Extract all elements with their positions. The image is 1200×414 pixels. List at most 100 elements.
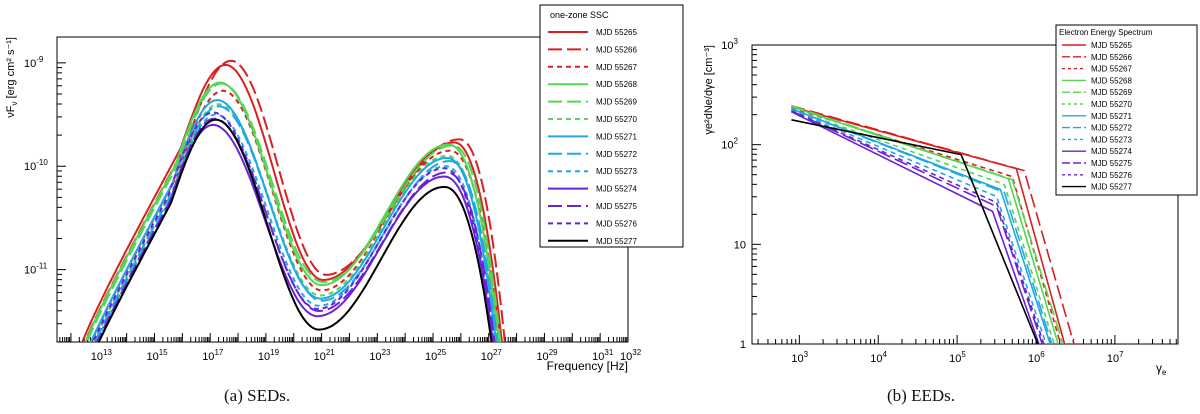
eed-x-axis-label: γe xyxy=(1156,361,1167,377)
sed-legend-label: MJD 55273 xyxy=(596,167,637,176)
eed-x-label-sub: e xyxy=(1162,368,1167,377)
sed-series-line-1 xyxy=(83,59,506,342)
y-label-main: νF xyxy=(5,105,17,118)
x-tick-label: 1029 xyxy=(536,348,558,363)
caption-b: (b) EEDs. xyxy=(887,386,955,405)
y-tick-label: 10-10 xyxy=(24,158,48,173)
x-tick-base: 10 xyxy=(425,351,437,363)
eed-x-tick-exp: 3 xyxy=(804,350,809,359)
sed-legend-label: MJD 55275 xyxy=(596,202,637,211)
eed-y-tick-base: 10 xyxy=(721,40,733,52)
sed-legend-label: MJD 55266 xyxy=(596,45,637,54)
sed-series-line-8 xyxy=(95,113,496,342)
x-tick-label: 1015 xyxy=(146,348,168,363)
eed-legend-label: MJD 55277 xyxy=(1091,183,1132,192)
eed-legend-title: Electron Energy Spectrum xyxy=(1059,28,1153,37)
x-tick-label: 1027 xyxy=(481,348,503,363)
eed-y-tick-label: 10 xyxy=(734,239,746,251)
x-tick-label: 1013 xyxy=(91,348,113,363)
x-tick-base: 10 xyxy=(91,351,103,363)
eed-legend-label: MJD 55272 xyxy=(1091,124,1132,133)
x-tick-base: 10 xyxy=(481,351,493,363)
x-tick-label: 1032 xyxy=(620,348,642,363)
eed-y-axis-label: γe²dNe/dγe [cm⁻³] xyxy=(703,45,715,135)
sed-series-line-10 xyxy=(95,117,496,342)
eed-series-line-8 xyxy=(791,109,1047,344)
y-tick-base: 10 xyxy=(24,58,36,70)
sed-x-axis-label: Frequency [Hz] xyxy=(547,359,628,373)
eed-legend-label: MJD 55275 xyxy=(1091,159,1132,168)
x-tick-label: 1021 xyxy=(314,348,336,363)
y-tick-label: 10-9 xyxy=(24,55,44,70)
sed-series-line-7 xyxy=(93,105,499,342)
sed-legend-label: MJD 55268 xyxy=(596,80,637,89)
x-tick-exp: 25 xyxy=(437,348,446,357)
eed-series-group xyxy=(791,105,1075,344)
eed-x-tick-base: 10 xyxy=(1028,353,1040,365)
eed-x-tick-base: 10 xyxy=(791,353,803,365)
sed-y-axis-label: νFν [erg cm² s⁻¹] xyxy=(5,37,19,118)
eed-series-line-1 xyxy=(791,105,1075,344)
eed-x-tick-base: 10 xyxy=(870,353,882,365)
y-tick-base: 10 xyxy=(24,161,36,173)
eed-x-tick-exp: 7 xyxy=(1119,350,1124,359)
sed-legend-label: MJD 55267 xyxy=(596,63,637,72)
y-tick-exp: -11 xyxy=(36,262,48,271)
x-tick-exp: 29 xyxy=(549,348,558,357)
eed-x-tick-label: 106 xyxy=(1028,350,1045,365)
x-tick-exp: 32 xyxy=(632,348,641,357)
y-tick-exp: -10 xyxy=(36,158,48,167)
sed-series-line-0 xyxy=(81,63,503,342)
eed-y-tick-label: 102 xyxy=(721,137,738,152)
eed-legend-label: MJD 55276 xyxy=(1091,171,1132,180)
eed-series-line-10 xyxy=(791,110,1044,344)
x-tick-exp: 31 xyxy=(604,348,613,357)
y-tick-label: 10-11 xyxy=(24,262,48,277)
eed-y-tick-label: 1 xyxy=(740,339,746,351)
x-tick-base: 10 xyxy=(314,351,326,363)
eed-y-tick-base: 10 xyxy=(734,239,746,251)
x-tick-base: 10 xyxy=(202,351,214,363)
sed-legend-label: MJD 55265 xyxy=(596,28,637,37)
x-tick-label: 1017 xyxy=(202,348,224,363)
eed-x-tick-exp: 5 xyxy=(961,350,966,359)
sed-legend-title: one-zone SSC xyxy=(550,10,609,20)
x-tick-exp: 21 xyxy=(326,348,335,357)
eed-series-line-6 xyxy=(791,108,1052,344)
sed-legend-label: MJD 55274 xyxy=(596,185,637,194)
eed-x-label-main: γ xyxy=(1156,361,1162,375)
sed-legend-label: MJD 55272 xyxy=(596,150,637,159)
eed-x-tick-label: 104 xyxy=(870,350,887,365)
x-tick-base: 10 xyxy=(536,351,548,363)
sed-legend-label: MJD 55271 xyxy=(596,132,637,141)
x-tick-base: 10 xyxy=(258,351,270,363)
eed-y-tick-exp: 2 xyxy=(734,137,739,146)
eed-legend-label: MJD 55265 xyxy=(1091,41,1132,50)
eed-legend-label: MJD 55266 xyxy=(1091,53,1132,62)
sed-series-line-3 xyxy=(84,81,500,342)
sed-series-group xyxy=(81,59,506,342)
eed-legend-label: MJD 55267 xyxy=(1091,65,1132,74)
sed-legend-label: MJD 55277 xyxy=(596,237,637,246)
eed-y-tick-label: 103 xyxy=(721,37,738,52)
x-tick-exp: 17 xyxy=(214,348,223,357)
eed-x-tick-exp: 4 xyxy=(882,350,887,359)
eed-x-tick-base: 10 xyxy=(949,353,961,365)
x-tick-exp: 15 xyxy=(159,348,168,357)
eed-x-tick-base: 10 xyxy=(1107,353,1119,365)
eed-legend-label: MJD 55269 xyxy=(1091,88,1132,97)
eed-legend-label: MJD 55273 xyxy=(1091,135,1132,144)
sed-legend-label: MJD 55270 xyxy=(596,115,637,124)
x-tick-exp: 23 xyxy=(382,348,391,357)
eed-series-line-7 xyxy=(791,108,1053,344)
x-tick-label: 1023 xyxy=(369,348,391,363)
sed-chart: 1013 1015 1017 1019 1021 1023 1025 1027 1029 1031… xyxy=(5,4,684,373)
x-tick-label: 1031 xyxy=(592,348,614,363)
eed-y-tick-exp: 3 xyxy=(734,37,739,46)
sed-series-line-12 xyxy=(97,118,493,342)
caption-a: (a) SEDs. xyxy=(224,386,291,405)
y-tick-base: 10 xyxy=(24,265,36,277)
eed-x-tick-exp: 6 xyxy=(1040,350,1045,359)
